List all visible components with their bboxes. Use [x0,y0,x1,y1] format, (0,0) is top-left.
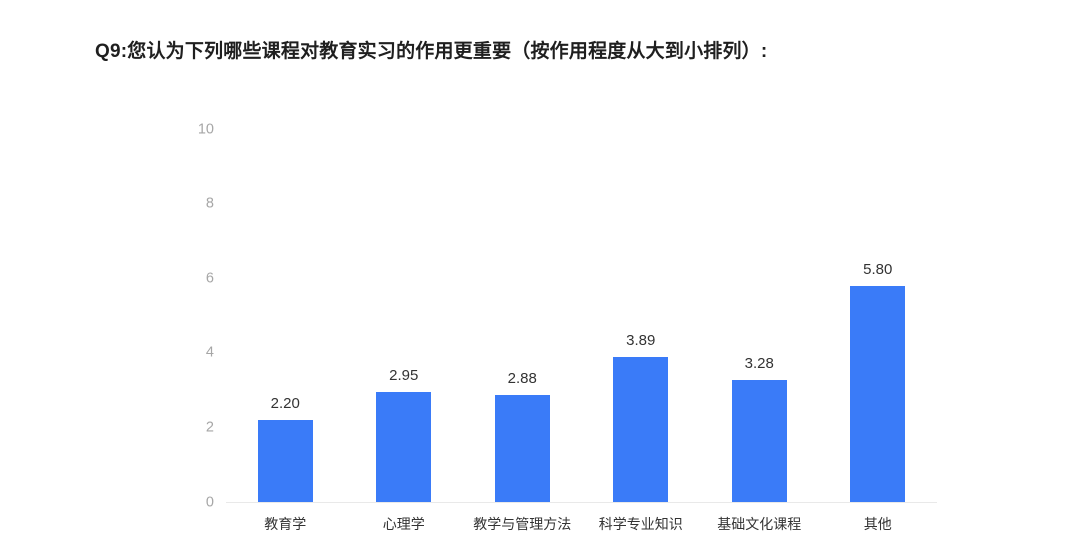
bar-chart: 0 2 4 6 8 10 2.20 教育学 2.95 心理学 2.88 教学与管理方法 3.89 科学专… [198,122,938,532]
bar [257,419,313,502]
bar-category-label: 科学专业知识 [598,516,683,532]
bar-value-label: 2.20 [270,394,300,412]
y-tick-label: 0 [205,493,214,510]
y-tick-label: 2 [205,419,214,436]
y-tick-label: 10 [197,120,214,137]
bar [850,285,906,502]
bar-category-label: 教学与管理方法 [473,516,572,532]
bar-value-label: 2.95 [389,366,419,384]
bar-value-label: 5.80 [863,260,893,278]
bar [376,391,432,502]
y-tick-label: 4 [205,344,214,361]
bar [613,356,669,502]
bar-group: 3.28 基础文化课程 [700,130,819,532]
question-title: Q9:您认为下列哪些课程对教育实习的作用更重要（按作用程度从大到小排列）: [95,41,768,62]
bar-value-label: 2.88 [507,369,537,387]
y-tick-label: 8 [205,195,214,212]
bar-group: 2.88 教学与管理方法 [463,130,582,532]
bar-value-label: 3.28 [744,354,774,372]
bar-category-label: 基础文化课程 [717,516,802,532]
bar-category-label: 其他 [863,516,892,532]
bar-category-label: 心理学 [382,516,425,532]
plot-area: 2.20 教育学 2.95 心理学 2.88 教学与管理方法 3.89 科学专业知识 3.28 基… [226,130,938,532]
bar [494,394,550,502]
bar-category-label: 教育学 [264,516,307,532]
bar-group: 3.89 科学专业知识 [582,130,701,532]
bar-group: 5.80 其他 [819,130,938,532]
bar-value-label: 3.89 [626,331,656,349]
y-tick-label: 6 [205,269,214,286]
bar [731,379,787,502]
bar-group: 2.20 教育学 [226,130,345,532]
bar-group: 2.95 心理学 [345,130,464,532]
